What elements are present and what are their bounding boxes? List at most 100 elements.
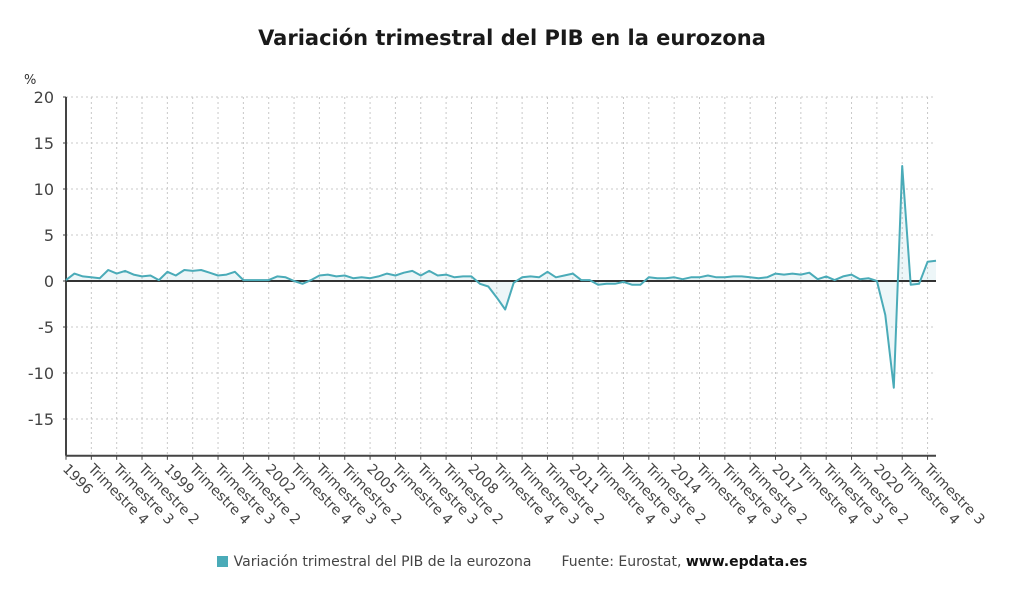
data-point [884, 314, 886, 316]
legend-label: Variación trimestral del PIB de la euroz… [233, 554, 532, 570]
data-point [707, 275, 709, 277]
data-point [133, 274, 135, 276]
data-point [403, 272, 405, 274]
data-point [285, 276, 287, 278]
data-point [183, 269, 185, 271]
data-point [479, 283, 481, 285]
data-point [462, 275, 464, 277]
series-line [65, 165, 937, 389]
data-point [242, 279, 244, 281]
data-point [90, 276, 92, 278]
data-point [73, 273, 75, 275]
data-point [775, 273, 777, 275]
data-point [690, 276, 692, 278]
data-point [606, 283, 608, 285]
data-point [259, 279, 261, 281]
data-point [107, 269, 109, 271]
data-point [580, 279, 582, 281]
data-point [783, 274, 785, 276]
source-link[interactable]: www.epdata.es [685, 554, 808, 570]
data-point [276, 275, 278, 277]
data-point [344, 275, 346, 277]
legend: Variación trimestral del PIB de la euroz… [0, 554, 1024, 570]
data-point [496, 297, 498, 299]
data-point [538, 276, 540, 278]
data-point [437, 275, 439, 277]
data-point [504, 309, 506, 311]
data-point [732, 275, 734, 277]
data-point [673, 276, 675, 278]
data-point [166, 271, 168, 273]
data-point [124, 270, 126, 272]
data-point [715, 276, 717, 278]
y-tick-label: 10 [34, 180, 54, 199]
data-point [82, 275, 84, 277]
y-tick-label: 0 [44, 272, 54, 291]
data-point [851, 274, 853, 276]
source-prefix: Fuente: Eurostat, [561, 554, 686, 570]
data-point [420, 275, 422, 277]
y-tick-label: 15 [34, 134, 54, 153]
data-point [158, 279, 160, 281]
data-point [513, 282, 515, 284]
data-point [589, 279, 591, 281]
data-point [310, 279, 312, 281]
data-point [656, 277, 658, 279]
data-point [470, 275, 472, 277]
data-point [428, 270, 430, 272]
data-point [302, 283, 304, 285]
data-point [614, 283, 616, 285]
data-point [910, 284, 912, 286]
data-point [293, 280, 295, 282]
y-tick-label: -5 [38, 318, 54, 337]
data-point [749, 276, 751, 278]
data-point [454, 276, 456, 278]
data-point [597, 284, 599, 286]
data-point [935, 260, 937, 262]
data-point [226, 274, 228, 276]
y-tick-label: -15 [28, 410, 54, 429]
data-point [918, 283, 920, 285]
data-point [893, 387, 895, 389]
data-point [445, 274, 447, 276]
data-point [175, 275, 177, 277]
data-point [65, 279, 67, 281]
data-point [758, 277, 760, 279]
series-area [66, 166, 936, 388]
data-point [318, 275, 320, 277]
y-axis-unit-label: % [24, 73, 36, 88]
data-point [563, 275, 565, 277]
data-point [487, 286, 489, 288]
data-point [766, 276, 768, 278]
data-point [547, 271, 549, 273]
data-point [901, 165, 903, 167]
data-point [352, 277, 354, 279]
data-point [369, 277, 371, 279]
data-point [927, 261, 929, 263]
data-point [327, 274, 329, 276]
data-point [378, 275, 380, 277]
legend-swatch [216, 556, 228, 567]
data-point [791, 273, 793, 275]
data-point [876, 280, 878, 282]
data-point [411, 270, 413, 272]
data-point [150, 275, 152, 277]
data-point [386, 273, 388, 275]
data-point [623, 281, 625, 283]
source-note: Fuente: Eurostat, www.epdata.es [561, 554, 807, 570]
data-point [361, 276, 363, 278]
y-tick-label: 5 [44, 226, 54, 245]
data-point [741, 275, 743, 277]
data-point [867, 277, 869, 279]
data-point [859, 278, 861, 280]
data-point [200, 269, 202, 271]
data-point [521, 276, 523, 278]
data-point [631, 284, 633, 286]
data-point [699, 276, 701, 278]
y-tick-label: -10 [28, 364, 54, 383]
data-point [682, 278, 684, 280]
data-point [116, 273, 118, 275]
data-point [825, 275, 827, 277]
data-point [217, 275, 219, 277]
